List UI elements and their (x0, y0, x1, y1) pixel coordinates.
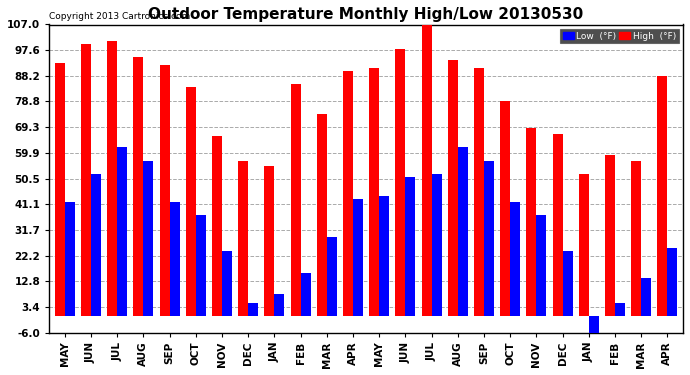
Bar (275, 294, 284, 316)
Bar (641, 278, 651, 316)
Bar (484, 161, 494, 316)
Bar (343, 71, 353, 316)
Bar (510, 202, 520, 316)
Bar (196, 215, 206, 316)
Bar (562, 251, 573, 316)
Text: Copyright 2013 Cartronics.com: Copyright 2013 Cartronics.com (49, 12, 190, 21)
Bar (238, 161, 248, 316)
Bar (380, 196, 389, 316)
Bar (144, 161, 153, 316)
Bar (248, 303, 258, 316)
Bar (526, 128, 536, 316)
Bar (631, 161, 641, 316)
Bar (658, 76, 667, 316)
Bar (579, 174, 589, 316)
Bar (422, 22, 431, 316)
Legend: Low  (°F), High  (°F): Low (°F), High (°F) (560, 29, 678, 44)
Bar (212, 136, 222, 316)
Bar (91, 174, 101, 316)
Bar (457, 147, 468, 316)
Bar (81, 44, 91, 316)
Bar (431, 174, 442, 316)
Bar (589, 316, 599, 338)
Bar (448, 60, 457, 316)
Bar (605, 155, 615, 316)
Bar (186, 87, 196, 316)
Bar (500, 101, 510, 316)
Bar (353, 199, 363, 316)
Bar (65, 202, 75, 316)
Bar (327, 237, 337, 316)
Bar (553, 134, 562, 316)
Bar (117, 147, 127, 316)
Bar (290, 84, 301, 316)
Bar (264, 166, 275, 316)
Bar (667, 248, 678, 316)
Bar (536, 215, 546, 316)
Bar (301, 273, 310, 316)
Bar (107, 41, 117, 316)
Bar (395, 49, 405, 316)
Bar (159, 65, 170, 316)
Bar (405, 177, 415, 316)
Bar (170, 202, 179, 316)
Bar (222, 251, 232, 316)
Bar (55, 63, 65, 316)
Bar (133, 57, 144, 316)
Bar (474, 68, 484, 316)
Bar (317, 114, 327, 316)
Bar (369, 68, 380, 316)
Bar (615, 303, 625, 316)
Title: Outdoor Temperature Monthly High/Low 20130530: Outdoor Temperature Monthly High/Low 201… (148, 7, 584, 22)
